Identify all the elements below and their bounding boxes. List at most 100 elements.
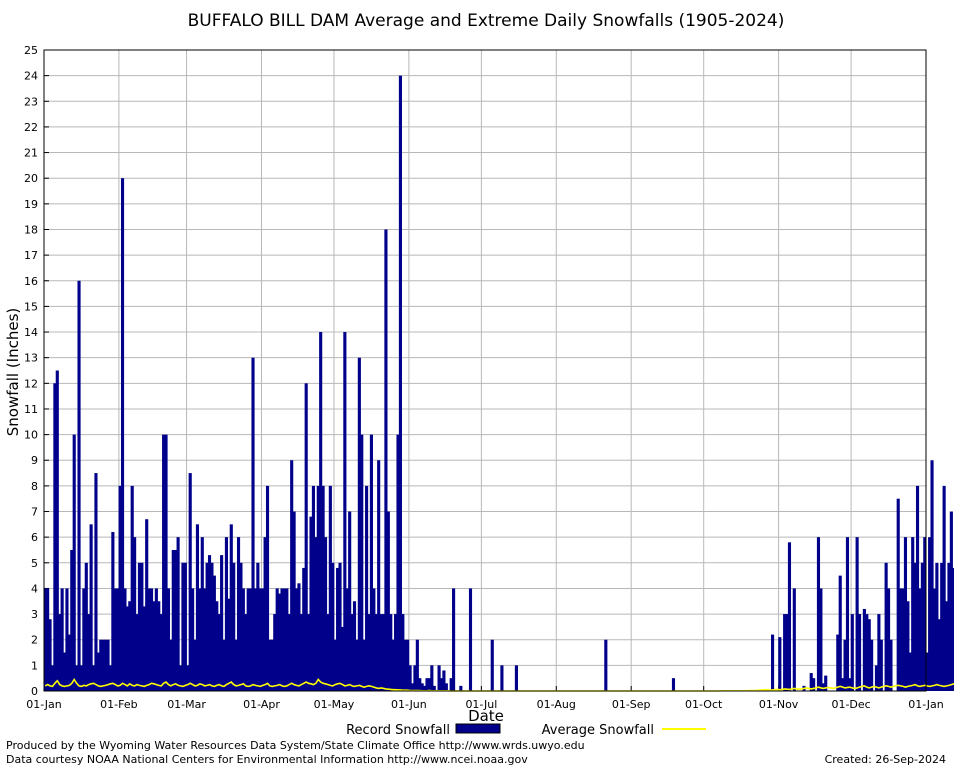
y-tick-label-4: 4 (31, 582, 38, 595)
record-bar-day-7 (58, 614, 62, 691)
record-bar-day-141 (381, 614, 386, 691)
x-tick-label-5: 01-Jun (391, 698, 427, 711)
record-bar-day-26 (104, 639, 108, 691)
record-bar-day-145 (391, 639, 395, 691)
y-tick-label-20: 20 (24, 172, 38, 185)
record-bar-day-35 (125, 606, 129, 691)
record-bar-day-370 (935, 562, 939, 691)
y-axis-label: Snowfall (Inches) (4, 308, 22, 436)
record-bar-day-152 (408, 665, 412, 691)
record-bar-day-38 (133, 537, 137, 691)
record-bar-day-2 (46, 588, 50, 691)
x-tick-label-1: 01-Feb (100, 698, 137, 711)
record-bar-day-335 (850, 614, 854, 691)
y-tick-label-14: 14 (24, 326, 38, 339)
record-bar-day-151 (406, 639, 410, 691)
record-bar-day-8 (60, 588, 64, 691)
record-bar-day-28 (108, 665, 113, 691)
record-bar-day-49 (159, 614, 163, 691)
record-bar-day-97 (275, 588, 279, 691)
record-bar-day-21 (91, 665, 96, 691)
y-tick-label-0: 0 (31, 685, 38, 698)
record-bar-day-18 (84, 562, 88, 691)
record-bar-day-30 (113, 588, 117, 691)
record-bar-day-10 (65, 588, 69, 691)
record-bar-day-106 (297, 583, 301, 691)
record-bar-day-368 (930, 460, 934, 691)
record-bar-day-36 (128, 601, 132, 691)
record-bar-day-307 (783, 614, 787, 691)
record-bar-day-60 (186, 665, 190, 691)
plot-frame (43, 49, 927, 692)
record-bar-day-196 (514, 665, 518, 691)
record-bar-day-45 (149, 588, 154, 691)
record-bar-day-261 (671, 678, 676, 691)
record-bar-day-170 (452, 588, 456, 691)
record-bar-day-17 (82, 588, 86, 691)
y-tick-label-18: 18 (24, 223, 38, 236)
record-bar-day-135 (367, 614, 371, 691)
record-bar-day-173 (459, 685, 463, 691)
record-bar-day-376 (949, 511, 953, 691)
y-tick-label-9: 9 (31, 454, 38, 467)
x-tick-label-12: 01-Jan (908, 698, 944, 711)
y-tick-label-2: 2 (31, 634, 38, 647)
record-bar-day-68 (205, 562, 209, 691)
record-bar-day-52 (166, 588, 171, 691)
y-tick-label-17: 17 (24, 249, 38, 262)
record-bar-day-360 (911, 537, 915, 691)
record-bar-day-84 (244, 614, 248, 691)
record-bar-day-47 (154, 588, 158, 691)
record-bar-day-332 (843, 639, 847, 691)
record-bar-day-362 (915, 485, 920, 691)
record-bar-day-323 (821, 683, 825, 691)
record-bar-day-81 (236, 537, 241, 691)
record-bar-day-19 (87, 614, 91, 691)
record-bar-day-118 (326, 614, 330, 691)
record-bar-day-51 (164, 434, 168, 691)
record-bar-day-354 (896, 498, 900, 691)
record-bar-day-364 (920, 562, 924, 691)
record-bar-day-371 (937, 619, 941, 691)
record-bar-day-357 (903, 537, 908, 691)
y-tick-label-1: 1 (31, 659, 38, 672)
record-bar-day-119 (328, 485, 332, 691)
record-bar-day-100 (282, 588, 286, 691)
record-bar-day-72 (215, 601, 219, 691)
record-bar-day-90 (258, 588, 262, 691)
record-bar-day-166 (442, 670, 446, 691)
record-bar-day-103 (290, 460, 294, 691)
record-bar-day-355 (899, 588, 903, 691)
y-tick-label-19: 19 (24, 198, 38, 211)
record-bar-day-20 (89, 524, 93, 691)
record-bar-day-86 (249, 588, 253, 691)
record-bar-day-82 (239, 562, 243, 691)
y-tick-label-25: 25 (24, 44, 38, 57)
record-bar-day-116 (321, 485, 325, 691)
record-bar-day-365 (923, 537, 927, 691)
record-bar-day-94 (268, 639, 272, 691)
record-bar-day-29 (111, 532, 115, 691)
record-bar-day-134 (365, 485, 369, 691)
record-bar-day-78 (229, 524, 233, 691)
record-bar-day-46 (152, 601, 156, 691)
record-bar-day-146 (394, 614, 398, 691)
record-bar-day-88 (253, 588, 257, 691)
record-bar-day-156 (418, 678, 422, 691)
record-bar-day-164 (437, 665, 441, 691)
record-bar-day-16 (79, 665, 84, 691)
record-bar-day-11 (67, 634, 71, 691)
record-bar-day-143 (386, 511, 390, 691)
record-bar-day-149 (401, 614, 405, 691)
record-bar-day-361 (913, 562, 917, 691)
record-bar-day-77 (227, 598, 231, 691)
record-bar-day-64 (195, 524, 200, 691)
y-tick-label-11: 11 (24, 403, 38, 416)
record-bar-day-177 (468, 588, 473, 691)
x-axis-label: Date (468, 707, 504, 725)
record-bar-day-5 (53, 383, 57, 691)
record-bar-day-340 (862, 608, 866, 691)
record-bar-day-318 (809, 673, 813, 691)
record-bar-day-42 (142, 606, 146, 691)
y-tick-label-16: 16 (24, 275, 38, 288)
